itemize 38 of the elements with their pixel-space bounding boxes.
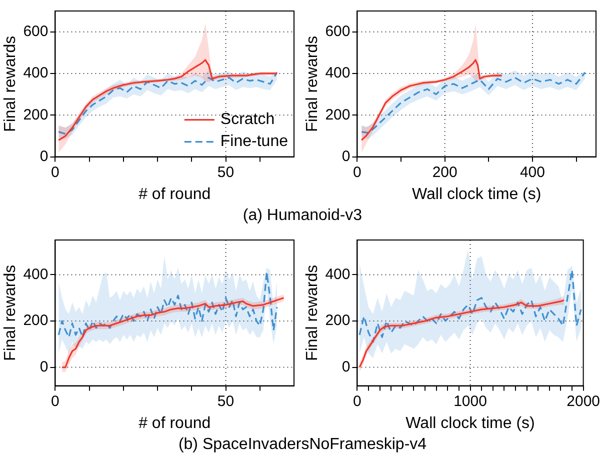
legend-label: Scratch xyxy=(220,111,275,128)
y-tick-label: 0 xyxy=(40,148,48,165)
y-tick-label: 200 xyxy=(325,106,350,124)
y-axis-title: Final rewards xyxy=(304,264,322,361)
x-tick-label: 0 xyxy=(353,392,362,410)
y-tick-label: 200 xyxy=(23,106,48,124)
y-tick-label: 0 xyxy=(342,148,350,165)
y-tick-label: 400 xyxy=(325,266,350,283)
text: (a) Humanoid-v3 xyxy=(242,207,362,224)
y-tick-label: 200 xyxy=(23,312,48,330)
y-tick-label: 400 xyxy=(23,266,48,283)
x-tick-label: 0 xyxy=(51,164,60,181)
x-tick-label: 200 xyxy=(432,164,458,181)
text: (b) SpaceInvadersNoFrameskip-v4 xyxy=(178,436,427,453)
x-tick-label: 0 xyxy=(353,164,362,181)
y-tick-label: 400 xyxy=(23,64,48,82)
x-tick-label: 400 xyxy=(520,164,545,181)
y-tick-label: 400 xyxy=(325,64,350,82)
y-tick-label: 600 xyxy=(23,22,48,40)
x-axis-title: # of round xyxy=(138,414,211,432)
x-tick-label: 2000 xyxy=(566,392,600,410)
line-series xyxy=(358,269,582,343)
x-tick-label: 50 xyxy=(217,164,234,181)
x-tick-label: 1000 xyxy=(454,392,487,410)
legend-label: Fine-tune xyxy=(220,133,288,150)
x-axis-title: # of round xyxy=(138,186,211,203)
y-axis-title: Final rewards xyxy=(2,36,20,132)
x-tick-label: 50 xyxy=(217,392,234,410)
y-axis-title: Final rewards xyxy=(2,264,20,361)
line-series xyxy=(58,272,278,338)
y-tick-label: 600 xyxy=(325,22,350,40)
x-axis-title: Wall clock time (s) xyxy=(406,414,535,432)
y-axis-title: Final rewards xyxy=(304,36,322,132)
y-tick-label: 0 xyxy=(342,358,350,376)
x-axis-title: Wall clock time (s) xyxy=(412,186,542,203)
x-tick-label: 0 xyxy=(51,392,60,410)
y-tick-label: 200 xyxy=(325,312,350,330)
y-tick-label: 0 xyxy=(40,358,48,376)
